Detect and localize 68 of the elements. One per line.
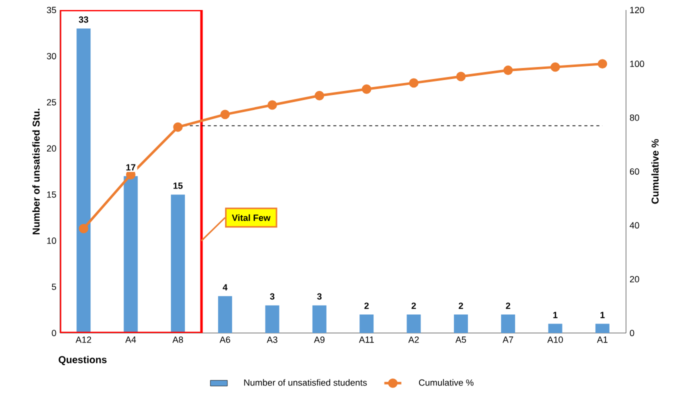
y-tick-label: 35	[46, 6, 56, 14]
point	[503, 66, 513, 76]
point	[598, 59, 608, 69]
y-tick-label: 20	[46, 145, 56, 152]
legend-label: Number of unsatisfied students	[244, 379, 367, 386]
bar	[265, 305, 280, 333]
y-tick-label: 0	[52, 330, 56, 336]
data-label: 33	[78, 16, 88, 23]
x-tick-label: A4	[125, 336, 136, 343]
x-tick-label: A10	[547, 336, 563, 343]
y2-tick-label: 20	[630, 276, 640, 282]
data-label: 4	[222, 284, 228, 290]
point	[314, 90, 324, 100]
data-label: 3	[270, 293, 274, 300]
y2-tick-label: 60	[630, 168, 640, 175]
x-tick-label: A6	[220, 336, 230, 343]
point	[550, 62, 560, 72]
y-tick-label: 30	[46, 52, 56, 60]
data-label: 2	[506, 302, 510, 309]
x-axis-title: Questions	[58, 356, 107, 366]
y2-axis-title: Cumulative %	[651, 139, 659, 204]
bar	[548, 324, 562, 333]
x-tick-label: A5	[455, 336, 466, 343]
y-tick-label: 25	[46, 99, 56, 106]
y2-tick-label: 100	[630, 60, 644, 68]
x-tick-label: A8	[172, 336, 184, 343]
y-tick-label: 15	[47, 191, 56, 198]
data-label: 15	[173, 182, 183, 189]
annotation: Vital Few	[232, 214, 271, 221]
x-tick-label: A11	[358, 336, 374, 343]
bar	[360, 314, 374, 333]
point	[78, 224, 88, 234]
bar	[124, 176, 138, 333]
x-tick-label: A7	[502, 336, 514, 343]
bar	[406, 314, 421, 333]
y2-tick-label: 40	[630, 222, 640, 229]
data-label: 3	[317, 293, 322, 300]
x-tick-label: A9	[314, 336, 324, 343]
data-label: 2	[364, 302, 369, 309]
bar	[218, 296, 232, 333]
point	[220, 110, 230, 120]
y2-tick-label: 80	[630, 114, 640, 121]
bar	[595, 324, 610, 333]
data-label: 2	[458, 302, 464, 309]
bar	[501, 314, 516, 333]
data-label: 1	[600, 312, 605, 318]
data-label: 17	[126, 164, 136, 170]
y-tick-label: 5	[52, 284, 56, 290]
y-tick-label: 10	[47, 238, 56, 244]
x-tick-label: A3	[266, 336, 278, 343]
y2-tick-label: 0	[630, 330, 634, 336]
data-label: 1	[553, 312, 558, 318]
x-tick-label: A12	[76, 336, 92, 343]
point	[362, 84, 372, 94]
data-label: 2	[412, 302, 416, 309]
point	[173, 122, 183, 132]
x-tick-label: A1	[596, 336, 608, 343]
y-axis-title: Number of unsatisfied Stu.	[32, 108, 40, 234]
bar	[312, 305, 326, 333]
point	[268, 100, 277, 110]
x-tick-label: A2	[408, 336, 419, 343]
bar	[170, 194, 185, 333]
bar	[454, 314, 468, 333]
legend-label: Cumulative %	[418, 379, 474, 386]
bar	[76, 28, 91, 333]
point	[456, 72, 466, 82]
point	[409, 78, 418, 88]
y2-tick-label: 120	[630, 6, 644, 14]
